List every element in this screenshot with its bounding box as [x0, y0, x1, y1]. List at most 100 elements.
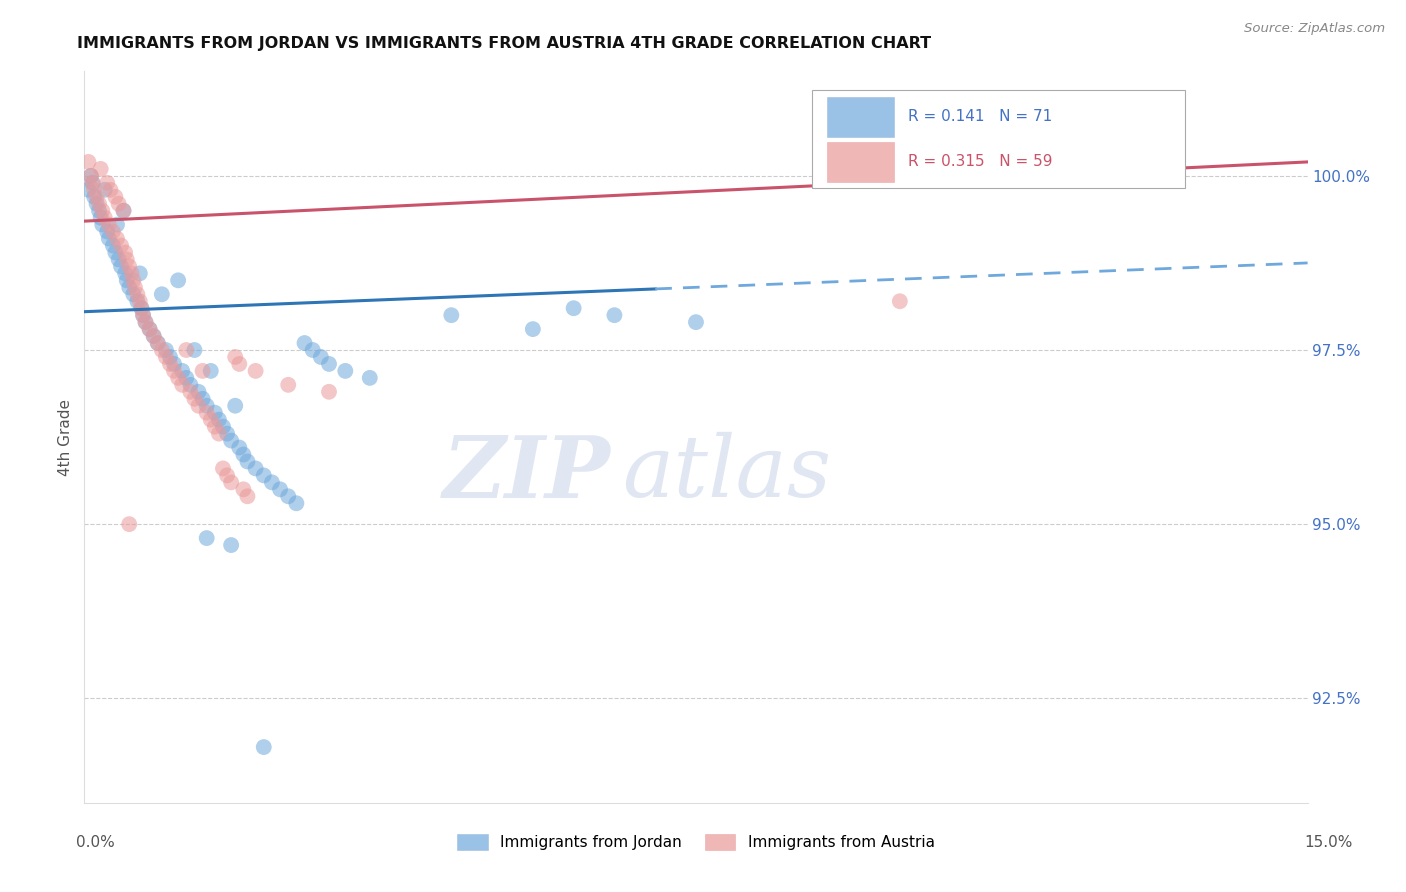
Point	[80, 169, 103, 183]
Point	[96, 176, 118, 190]
Point	[90, 161, 112, 176]
Point	[150, 287, 173, 301]
Point	[204, 419, 226, 434]
Point	[212, 419, 235, 434]
Point	[603, 308, 626, 322]
Point	[105, 218, 128, 232]
Point	[174, 371, 197, 385]
Point	[100, 183, 122, 197]
Point	[107, 196, 129, 211]
Point	[118, 260, 141, 274]
Point	[179, 384, 201, 399]
Point	[155, 350, 177, 364]
Point	[115, 273, 138, 287]
Text: R = 0.141   N = 71: R = 0.141 N = 71	[908, 109, 1052, 124]
Point	[104, 245, 127, 260]
Point	[174, 343, 197, 357]
Point	[163, 364, 186, 378]
Point	[115, 252, 138, 267]
Point	[132, 308, 155, 322]
Point	[127, 287, 149, 301]
Point	[232, 448, 254, 462]
Point	[105, 231, 128, 245]
Point	[77, 183, 100, 197]
Point	[191, 392, 214, 406]
Point	[195, 406, 218, 420]
Point	[440, 308, 463, 322]
Point	[200, 412, 222, 426]
Point	[335, 364, 357, 378]
Point	[155, 343, 177, 357]
Point	[114, 245, 136, 260]
Point	[138, 322, 160, 336]
Point	[86, 196, 108, 211]
Point	[301, 343, 323, 357]
Text: 0.0%: 0.0%	[76, 836, 115, 850]
Point	[562, 301, 585, 316]
Point	[104, 190, 127, 204]
FancyBboxPatch shape	[827, 96, 894, 136]
Point	[269, 483, 291, 497]
Point	[77, 155, 100, 169]
Point	[245, 461, 267, 475]
Point	[245, 364, 267, 378]
Point	[138, 322, 160, 336]
Point	[128, 266, 150, 280]
Point	[219, 434, 242, 448]
Point	[124, 280, 146, 294]
Point	[91, 203, 114, 218]
Point	[131, 301, 153, 316]
Text: atlas: atlas	[623, 433, 832, 515]
Point	[294, 336, 316, 351]
Point	[224, 399, 246, 413]
Point	[159, 357, 181, 371]
Point	[127, 294, 149, 309]
Point	[142, 329, 165, 343]
Point	[97, 231, 120, 245]
Point	[204, 406, 226, 420]
Point	[187, 384, 209, 399]
Point	[131, 301, 153, 316]
Point	[135, 315, 157, 329]
Point	[172, 377, 194, 392]
Point	[217, 468, 239, 483]
Point	[318, 384, 340, 399]
Point	[110, 260, 132, 274]
Point	[118, 517, 141, 532]
Point	[80, 169, 103, 183]
Point	[285, 496, 308, 510]
Point	[277, 377, 299, 392]
Point	[110, 238, 132, 252]
Point	[93, 183, 115, 197]
Point	[114, 266, 136, 280]
Point	[90, 211, 112, 225]
Point	[93, 211, 115, 225]
Point	[159, 350, 181, 364]
Point	[122, 287, 145, 301]
Point	[163, 357, 186, 371]
Point	[183, 392, 205, 406]
Y-axis label: 4th Grade: 4th Grade	[58, 399, 73, 475]
Point	[889, 294, 911, 309]
Point	[253, 468, 276, 483]
Point	[83, 190, 105, 204]
Point	[142, 329, 165, 343]
Point	[208, 426, 231, 441]
Point	[167, 371, 190, 385]
Point	[232, 483, 254, 497]
Point	[118, 280, 141, 294]
Point	[87, 203, 110, 218]
Point	[260, 475, 283, 490]
Point	[224, 350, 246, 364]
Point	[309, 350, 332, 364]
Point	[236, 454, 259, 468]
Point	[522, 322, 544, 336]
FancyBboxPatch shape	[827, 142, 894, 182]
Point	[96, 225, 118, 239]
Point	[135, 315, 157, 329]
Point	[212, 461, 235, 475]
FancyBboxPatch shape	[813, 90, 1185, 188]
Point	[128, 294, 150, 309]
Point	[83, 183, 105, 197]
Point	[91, 218, 114, 232]
